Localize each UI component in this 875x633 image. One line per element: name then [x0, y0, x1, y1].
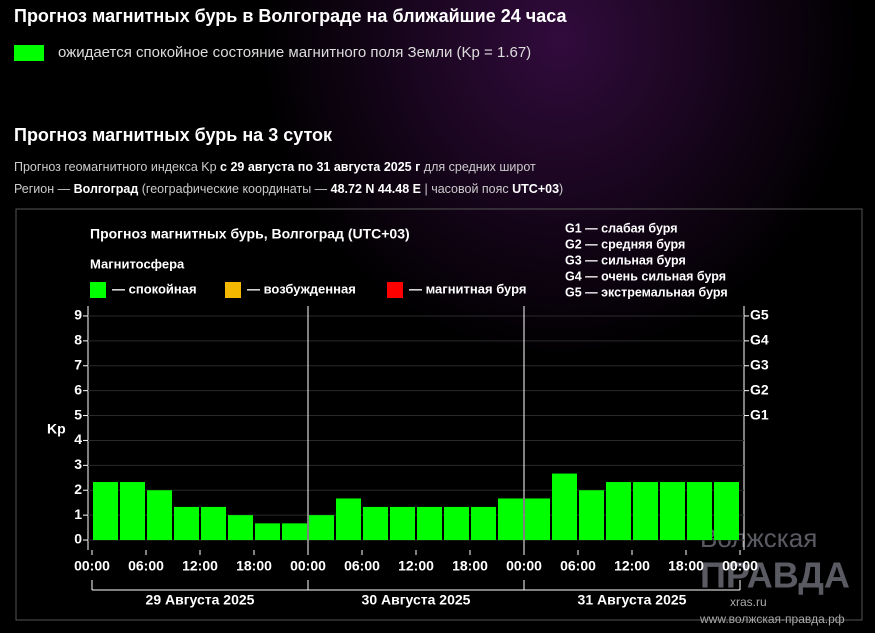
x-tick-label: 18:00 [452, 558, 488, 574]
y2-tick-label: G2 [750, 381, 769, 397]
bar [93, 482, 118, 541]
scale-legend-item: G2 — средняя буря [565, 237, 685, 251]
y-tick-label: 3 [74, 456, 82, 472]
y-axis-label: Kp [47, 421, 66, 437]
watermark: www.волжская-правда.рф [699, 612, 845, 626]
bar [525, 498, 550, 541]
x-tick-label: 00:00 [722, 558, 758, 574]
x-tick-label: 18:00 [236, 558, 272, 574]
page-title: Прогноз магнитных бурь в Волгограде на б… [14, 6, 567, 26]
y-tick-label: 0 [74, 531, 82, 547]
text-segment: Регион — [14, 182, 74, 196]
y-tick-label: 8 [74, 332, 82, 348]
x-tick-label: 06:00 [560, 558, 596, 574]
day-label: 31 Августа 2025 [578, 592, 687, 608]
scale-legend-item: G1 — слабая буря [565, 221, 678, 235]
text-segment: с 29 августа по 31 августа 2025 г [220, 160, 421, 174]
scale-legend-item: G3 — сильная буря [565, 253, 686, 267]
text-segment: (географические координаты — [138, 182, 331, 196]
bar [606, 482, 631, 541]
status: ожидается спокойное состояние магнитного… [14, 44, 531, 61]
text-segment: Волгоград [73, 182, 139, 196]
legend-label: — возбужденная [247, 281, 356, 296]
day-label: 30 Августа 2025 [362, 592, 471, 608]
scale-legend-item: G4 — очень сильная буря [565, 269, 726, 283]
legend-swatch [387, 282, 403, 298]
text-segment: для средних широт [420, 160, 536, 174]
text-segment: ) [559, 182, 564, 196]
bar [498, 498, 523, 541]
text-segment: 48.72 N [330, 182, 375, 196]
y-tick-label: 6 [74, 381, 82, 397]
x-tick-label: 12:00 [614, 558, 650, 574]
bar [714, 482, 739, 541]
legend-label: — спокойная [112, 281, 197, 296]
y-tick-label: 4 [74, 431, 82, 447]
day-label: 29 Августа 2025 [146, 592, 255, 608]
bar [120, 482, 145, 541]
x-tick-label: 06:00 [344, 558, 380, 574]
text-segment: | часовой пояс [421, 182, 513, 196]
chart-frame [15, 208, 863, 621]
legend-swatch [90, 282, 106, 298]
bar [309, 515, 334, 541]
y-tick-label: 2 [74, 481, 82, 497]
watermark: ПРАВДА [700, 555, 850, 596]
y-tick-label: 1 [74, 506, 82, 522]
legend-swatch [225, 282, 241, 298]
chart-title: Прогноз магнитных бурь, Волгоград (UTC+0… [90, 226, 410, 242]
status-text: ожидается спокойное состояние магнитного… [58, 44, 532, 61]
scale-legend-item: G5 — экстремальная буря [565, 285, 728, 299]
text-segment: Прогноз геомагнитного индекса Kp [14, 160, 221, 174]
bar [201, 506, 226, 541]
bar [390, 506, 415, 541]
y2-tick-label: G1 [750, 406, 769, 422]
bar [471, 506, 496, 541]
x-tick-label: 00:00 [290, 558, 326, 574]
legend-title: Магнитосфера [90, 256, 185, 271]
bar [552, 473, 577, 541]
y-tick-label: 9 [74, 307, 82, 323]
bar [363, 506, 388, 541]
bar [579, 490, 604, 541]
text-segment: UTC+03 [512, 182, 560, 196]
x-tick-label: 00:00 [506, 558, 542, 574]
y-tick-label: 7 [74, 356, 82, 372]
bar [633, 482, 658, 541]
section-title: Прогноз магнитных бурь на 3 суток [14, 125, 333, 145]
bar [174, 506, 199, 541]
bar [147, 490, 172, 541]
x-tick-label: 12:00 [398, 558, 434, 574]
region: Регион — Волгоград (географические коорд… [14, 182, 563, 196]
x-tick-label: 12:00 [182, 558, 218, 574]
bar [444, 506, 469, 541]
y2-tick-label: G3 [750, 356, 769, 372]
y2-tick-label: G5 [750, 307, 769, 323]
bar [687, 482, 712, 541]
legend-label: — магнитная буря [409, 281, 526, 296]
bar [417, 506, 442, 541]
status-swatch [14, 44, 44, 61]
bar [228, 515, 253, 541]
y-tick-label: 5 [74, 406, 82, 422]
x-tick-label: 18:00 [668, 558, 704, 574]
bar [282, 523, 307, 541]
description: Прогноз геомагнитного индекса Kp с 29 ав… [14, 160, 536, 174]
x-tick-label: 00:00 [74, 558, 110, 574]
x-tick-label: 06:00 [128, 558, 164, 574]
watermark: xras.ru [730, 595, 767, 609]
bar [660, 482, 685, 541]
bar [336, 498, 361, 541]
y2-tick-label: G4 [750, 332, 769, 348]
bar [255, 523, 280, 541]
text-segment: 44.48 E [377, 182, 421, 196]
